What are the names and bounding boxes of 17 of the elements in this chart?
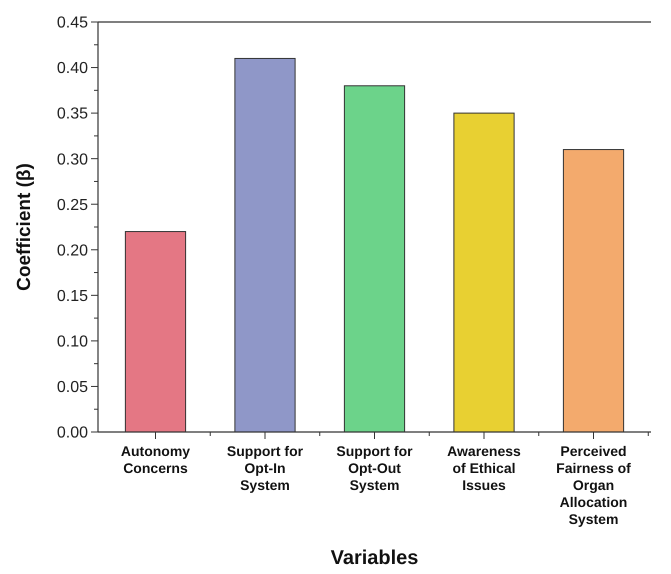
x-tick-label: Awareness of Ethical Issues — [447, 443, 522, 493]
y-tick-label: 0.05 — [56, 379, 88, 396]
y-tick-label: 0.00 — [56, 424, 88, 442]
y-tick-label: 0.15 — [56, 288, 88, 305]
x-axis-title: Variables — [330, 547, 418, 569]
y-tick-label: 0.30 — [56, 151, 88, 168]
y-tick-label: 0.35 — [56, 106, 88, 123]
y-tick-label: 0.20 — [56, 242, 88, 260]
x-tick-label: Support for Opt-In System — [226, 443, 304, 493]
x-tick-label: Support for Opt-Out System — [336, 443, 414, 493]
y-tick-label: 0.25 — [56, 196, 88, 214]
y-tick-label: 0.45 — [56, 14, 88, 32]
x-tick-label: Perceived Fairness of Organ Allocation System — [556, 443, 632, 527]
y-axis-title: Coefficient (β) — [14, 163, 35, 291]
y-tick-label: 0.10 — [56, 333, 88, 350]
y-tick-label: 0.40 — [56, 60, 88, 78]
x-tick-label: Autonomy Concerns — [120, 443, 190, 476]
